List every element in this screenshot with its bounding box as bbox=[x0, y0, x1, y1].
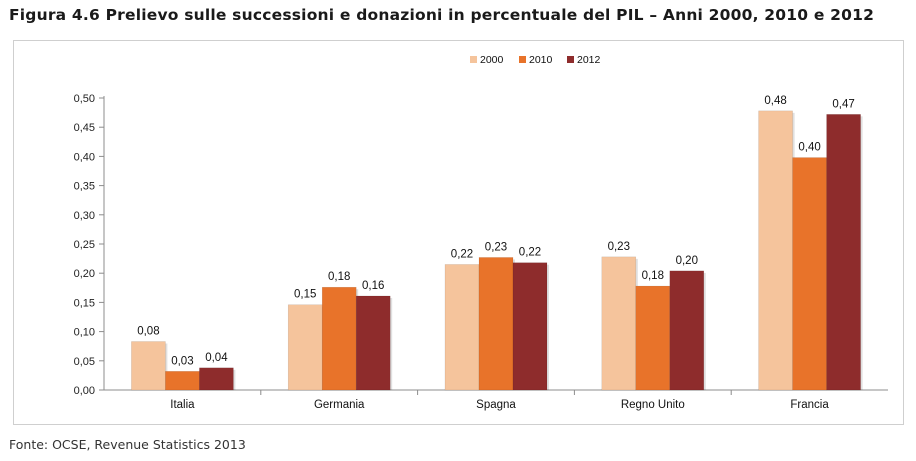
y-tick-label: 0,35 bbox=[74, 181, 95, 193]
y-tick-label: 0,25 bbox=[74, 239, 95, 251]
y-tick-label: 0,00 bbox=[74, 385, 95, 397]
bar-italia-2012 bbox=[199, 367, 234, 391]
data-label: 0,23 bbox=[485, 241, 507, 253]
data-label: 0,40 bbox=[798, 142, 820, 154]
y-tick-label: 0,50 bbox=[74, 93, 95, 105]
legend-label: 2000 bbox=[480, 54, 504, 66]
bar-regno-unito-2000 bbox=[601, 256, 637, 391]
legend-label: 2012 bbox=[577, 54, 601, 66]
bar-regno-unito-2010 bbox=[635, 285, 671, 391]
data-label: 0,18 bbox=[642, 270, 664, 282]
legend-swatch-2000 bbox=[470, 56, 477, 63]
data-label: 0,22 bbox=[451, 248, 473, 260]
bar-spagna-2000 bbox=[444, 264, 480, 391]
bar-chart: 0,00 0,05 0,10 0,15 0,20 0,25 0,30 0,35 0,40 0,45… bbox=[74, 54, 888, 411]
bar-regno-unito-2012 bbox=[669, 270, 705, 391]
source-note: Fonte: OCSE, Revenue Statistics 2013 bbox=[9, 437, 246, 452]
data-label: 0,20 bbox=[676, 255, 698, 267]
x-tick-label: Germania bbox=[314, 399, 365, 411]
y-tick-label: 0,45 bbox=[74, 122, 95, 134]
y-tick-label: 0,20 bbox=[74, 268, 95, 280]
y-tick-label: 0,30 bbox=[74, 210, 95, 222]
data-label: 0,16 bbox=[362, 280, 384, 292]
data-label: 0,22 bbox=[519, 247, 541, 259]
bar-francia-2000 bbox=[758, 110, 793, 391]
data-label: 0,47 bbox=[832, 98, 854, 110]
x-tick-label: Italia bbox=[170, 399, 195, 411]
bar-germania-2010 bbox=[321, 286, 357, 391]
x-tick-label: Regno Unito bbox=[621, 399, 685, 411]
y-tick-label: 0,40 bbox=[74, 151, 95, 163]
bar-germania-2000 bbox=[287, 304, 323, 391]
data-label: 0,15 bbox=[294, 289, 316, 301]
data-label: 0,18 bbox=[328, 271, 350, 283]
y-tick-label: 0,15 bbox=[74, 297, 95, 309]
data-label: 0,03 bbox=[171, 355, 193, 367]
chart-frame: 0,00 0,05 0,10 0,15 0,20 0,25 0,30 0,35 0,40 0,45… bbox=[13, 40, 904, 425]
legend-swatch-2012 bbox=[567, 56, 574, 63]
bar-spagna-2010 bbox=[478, 257, 514, 391]
x-tick-label: Spagna bbox=[476, 399, 516, 411]
data-label: 0,04 bbox=[205, 352, 228, 364]
y-tick-label: 0,05 bbox=[74, 356, 95, 368]
bar-italia-2000 bbox=[131, 341, 166, 391]
data-label: 0,08 bbox=[137, 326, 159, 338]
bar-germania-2012 bbox=[355, 295, 391, 391]
legend-swatch-2010 bbox=[519, 56, 526, 63]
y-tick-label: 0,10 bbox=[74, 327, 95, 339]
bar-francia-2010 bbox=[792, 157, 827, 391]
data-label: 0,48 bbox=[764, 95, 786, 107]
x-tick-label: Francia bbox=[790, 399, 829, 411]
figure-title: Figura 4.6 Prelievo sulle successioni e … bbox=[9, 6, 875, 24]
bar-italia-2010 bbox=[165, 371, 200, 391]
legend-label: 2010 bbox=[529, 54, 553, 66]
data-label: 0,23 bbox=[608, 241, 630, 253]
bar-spagna-2012 bbox=[512, 262, 548, 391]
bar-francia-2012 bbox=[826, 114, 861, 391]
